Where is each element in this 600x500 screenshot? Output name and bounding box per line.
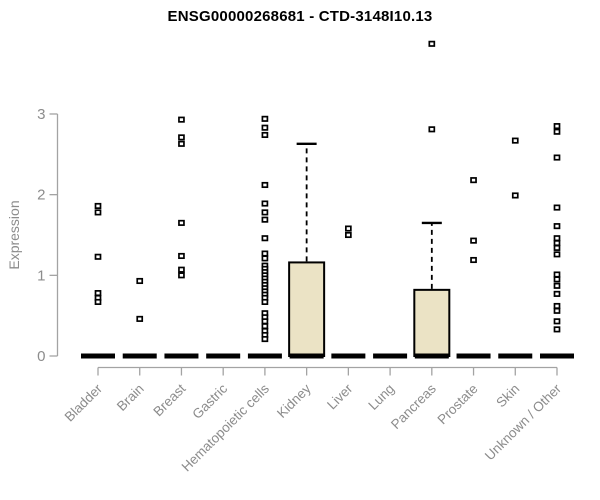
- outlier-point: [553, 326, 561, 333]
- outlier-point: [178, 116, 185, 123]
- outlier-point: [553, 302, 561, 310]
- outlier-point: [94, 290, 102, 297]
- x-tick-label: Brain: [114, 381, 147, 414]
- outlier-point: [511, 192, 519, 199]
- outlier-point: [261, 298, 269, 306]
- chart-title: ENSG00000268681 - CTD-3148I10.13: [167, 8, 433, 25]
- median-bar: [289, 353, 324, 359]
- median-bar: [539, 353, 574, 359]
- outlier-point: [261, 255, 269, 262]
- outlier-point: [94, 253, 102, 260]
- outlier-point: [345, 231, 352, 239]
- y-tick-label: 3: [37, 106, 45, 123]
- outlier-point: [178, 252, 185, 260]
- x-tick-label: Bladder: [62, 381, 106, 425]
- outlier-point: [470, 237, 477, 244]
- outlier-point: [553, 276, 561, 283]
- box: [288, 261, 326, 357]
- outlier-point: [261, 318, 269, 325]
- outlier-point: [178, 266, 185, 273]
- outlier-point: [136, 315, 144, 322]
- median-bar: [164, 353, 199, 359]
- outlier-point: [261, 216, 269, 223]
- outlier-point: [553, 123, 561, 130]
- x-tick-label: Prostate: [435, 381, 481, 427]
- median-bar: [373, 353, 408, 359]
- outlier-point: [553, 251, 561, 258]
- x-tick-label: Gastric: [189, 381, 230, 422]
- outlier-point: [553, 244, 561, 251]
- median-bar: [206, 353, 241, 359]
- outlier-point: [261, 115, 269, 122]
- x-tick-label: Lung: [365, 381, 397, 413]
- outlier-point: [136, 277, 144, 285]
- outlier-point: [261, 323, 269, 330]
- box: [413, 288, 451, 357]
- outlier-point: [94, 209, 102, 216]
- median-bar: [331, 353, 366, 359]
- y-tick-label: 1: [37, 267, 45, 284]
- outlier-point: [94, 298, 102, 306]
- outlier-point: [511, 137, 519, 144]
- outlier-point: [261, 124, 269, 131]
- median-bar: [81, 353, 115, 359]
- outlier-point: [553, 290, 561, 297]
- outlier-point: [553, 204, 561, 211]
- outlier-point: [553, 271, 561, 278]
- y-tick-label: 0: [37, 348, 45, 365]
- outlier-point: [178, 140, 185, 147]
- y-tick-label: 2: [37, 187, 45, 204]
- outlier-point: [178, 134, 185, 141]
- outlier-point: [178, 272, 185, 279]
- outlier-point: [178, 219, 185, 226]
- outlier-point: [553, 240, 561, 247]
- median-bar: [122, 353, 157, 359]
- x-tick-label: Breast: [150, 381, 188, 419]
- outlier-point: [553, 307, 561, 314]
- x-tick-label: Kidney: [274, 381, 314, 421]
- x-tick-label: Skin: [493, 381, 522, 410]
- outlier-point: [261, 181, 269, 189]
- outlier-point: [261, 336, 269, 343]
- median-bar: [414, 353, 449, 359]
- outlier-point: [261, 250, 269, 257]
- x-tick-label: Pancreas: [388, 381, 439, 432]
- x-tick-label: Unknown / Other: [482, 381, 565, 464]
- outlier-point: [553, 318, 561, 325]
- outlier-point: [94, 202, 102, 210]
- outlier-point: [470, 256, 477, 264]
- median-bar: [247, 353, 282, 359]
- outlier-point: [261, 131, 269, 139]
- outlier-point: [261, 209, 269, 216]
- outlier-point: [261, 200, 269, 207]
- x-tick-label: Liver: [324, 381, 356, 413]
- outlier-point: [345, 225, 352, 232]
- outlier-point: [553, 154, 561, 161]
- outlier-point: [553, 223, 561, 230]
- outlier-point: [261, 235, 269, 242]
- outlier-point: [470, 177, 477, 184]
- outlier-point: [553, 282, 561, 289]
- median-bar: [498, 353, 533, 359]
- median-bar: [456, 353, 491, 359]
- outlier-point: [553, 235, 561, 242]
- outlier-point: [428, 126, 436, 133]
- outlier-point: [428, 40, 436, 47]
- outlier-point: [553, 128, 561, 135]
